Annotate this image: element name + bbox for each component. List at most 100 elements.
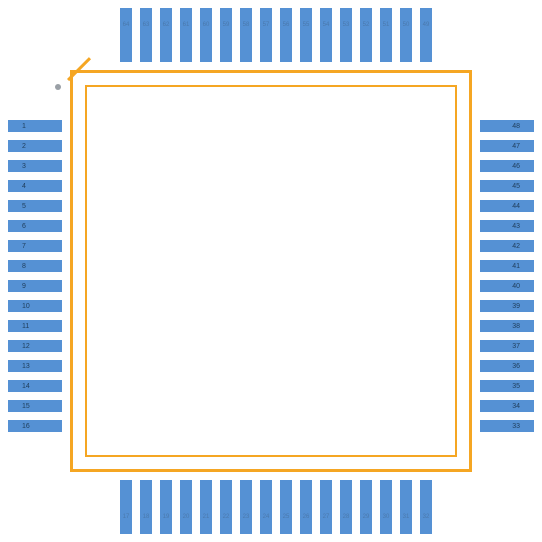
pin-label: 11 bbox=[22, 323, 29, 330]
pin-8: 8 bbox=[8, 260, 62, 272]
pin-6: 6 bbox=[8, 220, 62, 232]
pin-label: 17 bbox=[123, 514, 130, 520]
pin-61: 61 bbox=[180, 8, 192, 62]
pin-18: 18 bbox=[140, 480, 152, 534]
pin-label: 26 bbox=[303, 514, 310, 520]
pin-label: 54 bbox=[323, 22, 330, 28]
chip-body-inner bbox=[85, 85, 457, 457]
pin-64: 64 bbox=[120, 8, 132, 62]
pin-19: 19 bbox=[160, 480, 172, 534]
pin-24: 24 bbox=[260, 480, 272, 534]
pin-label: 7 bbox=[22, 243, 26, 250]
pin-31: 31 bbox=[400, 480, 412, 534]
pin-label: 15 bbox=[22, 403, 30, 410]
pin-15: 15 bbox=[8, 400, 62, 412]
pin-32: 32 bbox=[420, 480, 432, 534]
pin-label: 53 bbox=[343, 22, 350, 28]
pin-label: 50 bbox=[403, 22, 410, 28]
pin-30: 30 bbox=[380, 480, 392, 534]
pin-3: 3 bbox=[8, 160, 62, 172]
pin-label: 48 bbox=[512, 123, 520, 130]
pin-17: 17 bbox=[120, 480, 132, 534]
pin-label: 13 bbox=[22, 363, 30, 370]
pin-35: 35 bbox=[480, 380, 534, 392]
pin-41: 41 bbox=[480, 260, 534, 272]
pin-1: 1 bbox=[8, 120, 62, 132]
pin-48: 48 bbox=[480, 120, 534, 132]
pin-52: 52 bbox=[360, 8, 372, 62]
pin-49: 49 bbox=[420, 8, 432, 62]
pin-label: 29 bbox=[363, 514, 370, 520]
pin-label: 43 bbox=[512, 223, 520, 230]
pin-28: 28 bbox=[340, 480, 352, 534]
pin-label: 41 bbox=[512, 263, 520, 270]
pin-label: 1 bbox=[22, 123, 26, 130]
pin-label: 2 bbox=[22, 143, 26, 150]
pin-25: 25 bbox=[280, 480, 292, 534]
pin-9: 9 bbox=[8, 280, 62, 292]
pin-label: 38 bbox=[512, 323, 520, 330]
pin-37: 37 bbox=[480, 340, 534, 352]
pin-label: 8 bbox=[22, 263, 26, 270]
pin-53: 53 bbox=[340, 8, 352, 62]
pin-label: 35 bbox=[512, 383, 520, 390]
pin-20: 20 bbox=[180, 480, 192, 534]
pin-label: 12 bbox=[22, 343, 30, 350]
pin-46: 46 bbox=[480, 160, 534, 172]
pin-label: 47 bbox=[512, 143, 520, 150]
pin-7: 7 bbox=[8, 240, 62, 252]
pin-44: 44 bbox=[480, 200, 534, 212]
pin-label: 55 bbox=[303, 22, 310, 28]
pin-label: 63 bbox=[143, 22, 150, 28]
pin-label: 10 bbox=[22, 303, 30, 310]
pin-label: 45 bbox=[512, 183, 520, 190]
pin-label: 42 bbox=[512, 243, 520, 250]
pin-label: 3 bbox=[22, 163, 26, 170]
pin-label: 5 bbox=[22, 203, 26, 210]
ic-package-footprint: 1234567891011121314151617181920212223242… bbox=[0, 0, 542, 542]
pin-63: 63 bbox=[140, 8, 152, 62]
pin-42: 42 bbox=[480, 240, 534, 252]
pin-label: 64 bbox=[123, 22, 130, 28]
pin-label: 60 bbox=[203, 22, 210, 28]
pin-label: 28 bbox=[343, 514, 350, 520]
pin-16: 16 bbox=[8, 420, 62, 432]
pin-39: 39 bbox=[480, 300, 534, 312]
pin-56: 56 bbox=[280, 8, 292, 62]
pin1-marker-dot bbox=[55, 84, 61, 90]
pin-51: 51 bbox=[380, 8, 392, 62]
pin-10: 10 bbox=[8, 300, 62, 312]
pin-label: 33 bbox=[512, 423, 520, 430]
pin-label: 52 bbox=[363, 22, 370, 28]
pin-label: 22 bbox=[223, 514, 230, 520]
pin-label: 23 bbox=[243, 514, 250, 520]
pin-label: 16 bbox=[22, 423, 30, 430]
pin-label: 6 bbox=[22, 223, 26, 230]
pin-55: 55 bbox=[300, 8, 312, 62]
pin-label: 25 bbox=[283, 514, 290, 520]
pin-12: 12 bbox=[8, 340, 62, 352]
pin-45: 45 bbox=[480, 180, 534, 192]
pin-5: 5 bbox=[8, 200, 62, 212]
pin-label: 4 bbox=[22, 183, 26, 190]
pin-label: 61 bbox=[183, 22, 190, 28]
pin-29: 29 bbox=[360, 480, 372, 534]
pin-label: 14 bbox=[22, 383, 30, 390]
pin-label: 20 bbox=[183, 514, 190, 520]
pin-33: 33 bbox=[480, 420, 534, 432]
pin-label: 56 bbox=[283, 22, 290, 28]
pin-58: 58 bbox=[240, 8, 252, 62]
pin-23: 23 bbox=[240, 480, 252, 534]
pin-60: 60 bbox=[200, 8, 212, 62]
pin-label: 9 bbox=[22, 283, 26, 290]
pin-11: 11 bbox=[8, 320, 62, 332]
pin-label: 37 bbox=[512, 343, 520, 350]
pin-label: 62 bbox=[163, 22, 170, 28]
pin-40: 40 bbox=[480, 280, 534, 292]
pin-label: 21 bbox=[203, 514, 210, 520]
pin-label: 36 bbox=[512, 363, 520, 370]
pin-43: 43 bbox=[480, 220, 534, 232]
pin-label: 27 bbox=[323, 514, 330, 520]
pin-label: 40 bbox=[512, 283, 520, 290]
pin-57: 57 bbox=[260, 8, 272, 62]
